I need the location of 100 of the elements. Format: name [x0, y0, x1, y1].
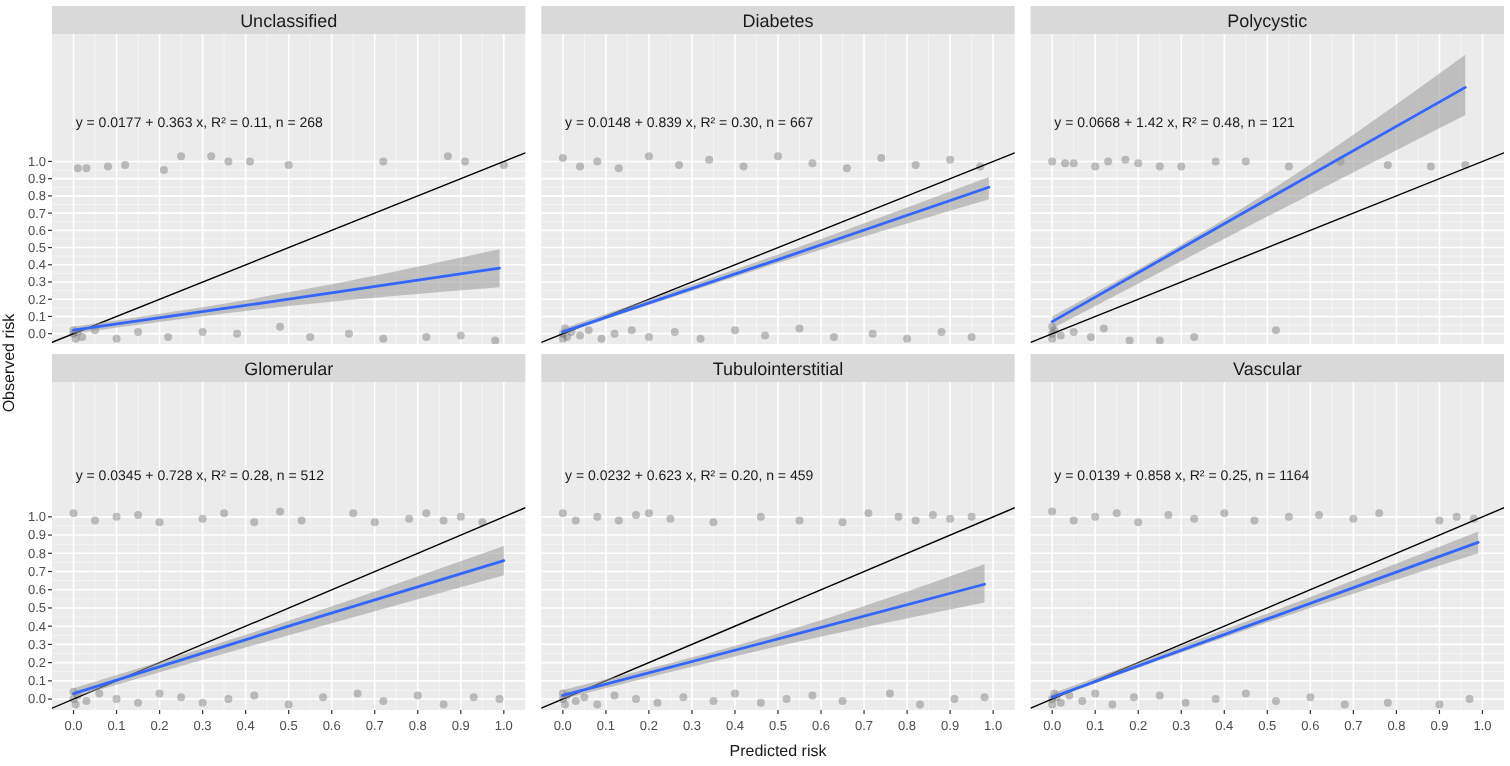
point	[1056, 698, 1065, 707]
point	[610, 329, 619, 338]
point	[1375, 509, 1384, 518]
point	[571, 696, 580, 705]
point	[245, 157, 254, 166]
point	[730, 326, 739, 335]
point	[610, 691, 619, 700]
point	[276, 322, 285, 331]
point	[563, 333, 572, 342]
point	[1177, 162, 1186, 171]
point	[632, 511, 640, 520]
point	[916, 700, 924, 709]
point	[250, 518, 259, 527]
point	[666, 514, 675, 523]
point	[808, 691, 817, 700]
point	[112, 512, 121, 521]
point	[1435, 516, 1444, 525]
point	[705, 155, 714, 164]
point	[71, 334, 80, 343]
point	[838, 518, 847, 527]
point	[284, 160, 293, 169]
point	[614, 164, 623, 173]
point	[1383, 160, 1392, 169]
point	[593, 157, 602, 166]
point	[1069, 159, 1078, 168]
chart-title: Unclassified	[240, 11, 338, 31]
point	[1452, 512, 1461, 521]
point	[795, 324, 804, 333]
point	[461, 157, 470, 166]
point	[885, 689, 894, 698]
point	[756, 698, 765, 707]
point	[627, 326, 636, 335]
point	[1271, 326, 1280, 335]
point	[670, 327, 679, 336]
point	[1091, 162, 1100, 171]
point	[121, 160, 130, 169]
point	[842, 164, 851, 173]
point	[306, 333, 315, 342]
point	[576, 162, 585, 171]
point	[1086, 333, 1095, 342]
point	[379, 157, 388, 166]
point	[413, 691, 422, 700]
point	[653, 698, 662, 707]
x-axis-title: Predicted risk	[729, 742, 829, 760]
point	[456, 512, 465, 521]
point	[198, 327, 207, 336]
point	[1220, 509, 1229, 518]
point	[1306, 693, 1315, 702]
point	[469, 693, 478, 702]
point	[838, 696, 847, 705]
point	[1134, 518, 1143, 527]
point	[1435, 700, 1444, 709]
point	[632, 695, 640, 704]
point	[1241, 689, 1250, 698]
point	[1108, 700, 1117, 709]
point	[1155, 691, 1164, 700]
point	[829, 333, 838, 342]
point	[561, 700, 569, 709]
point	[1426, 162, 1435, 171]
point	[456, 331, 465, 340]
point	[1164, 511, 1173, 520]
point	[877, 154, 886, 162]
chart-title: Diabetes	[742, 11, 815, 31]
point	[1271, 696, 1280, 705]
point	[1056, 331, 1065, 340]
point	[1349, 514, 1358, 523]
point	[1069, 516, 1078, 525]
point	[739, 162, 748, 171]
point	[1125, 336, 1134, 344]
point	[1048, 334, 1057, 343]
point	[69, 509, 78, 518]
point	[584, 326, 593, 335]
point	[491, 336, 500, 344]
point	[730, 689, 739, 698]
point	[224, 695, 233, 704]
point	[1383, 698, 1392, 707]
point	[1134, 159, 1143, 168]
point	[1099, 324, 1108, 333]
point	[1284, 162, 1293, 171]
point	[1155, 336, 1164, 344]
point	[134, 698, 143, 707]
point	[220, 509, 229, 518]
point	[1048, 157, 1057, 166]
point	[1069, 327, 1078, 336]
point	[1190, 333, 1199, 342]
point	[233, 329, 242, 338]
point	[1190, 514, 1199, 523]
chart-title: Vascular	[1232, 359, 1302, 379]
point	[207, 152, 216, 161]
point	[112, 695, 121, 704]
point	[370, 518, 379, 527]
point	[198, 514, 207, 523]
point	[112, 334, 121, 343]
point	[967, 512, 976, 521]
point	[284, 700, 293, 709]
point	[1314, 511, 1323, 520]
point	[422, 509, 431, 518]
point	[1091, 689, 1100, 698]
point	[614, 516, 623, 525]
point	[91, 516, 100, 525]
